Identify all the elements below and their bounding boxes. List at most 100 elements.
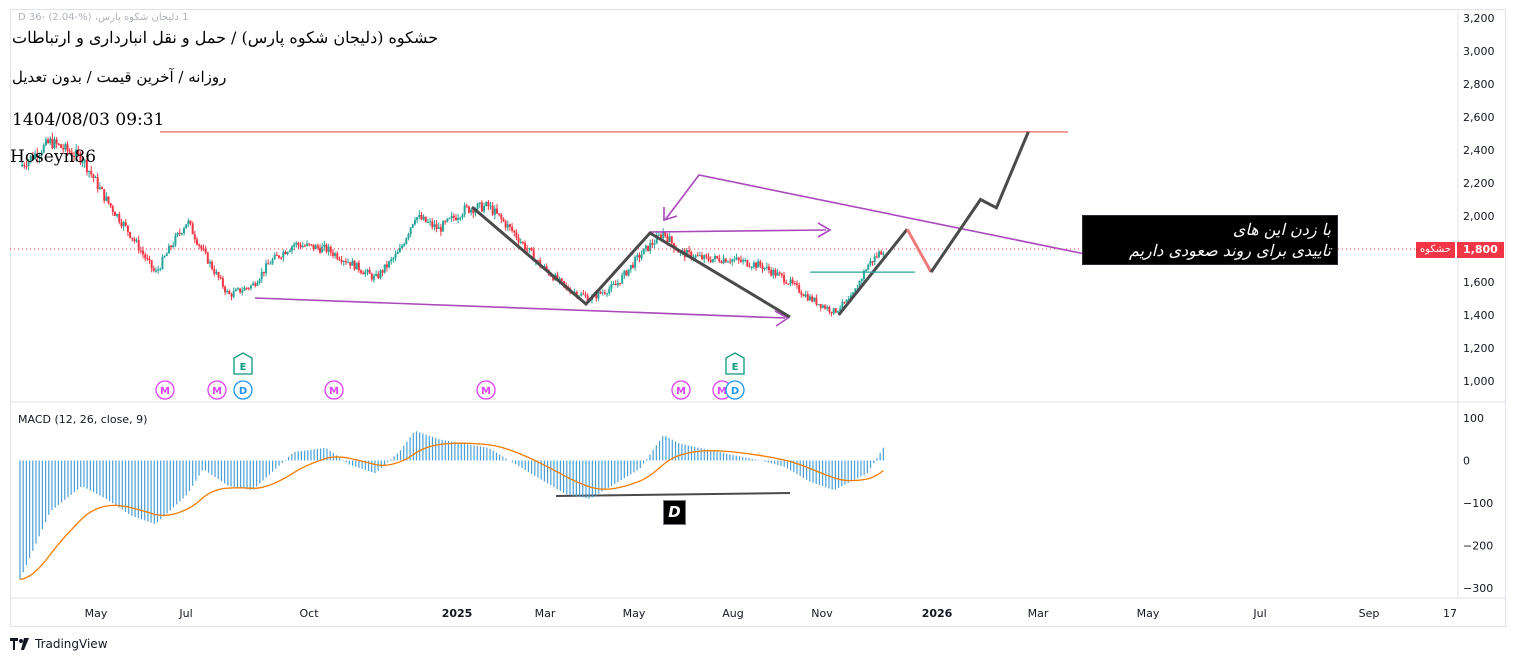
candle bbox=[709, 256, 712, 264]
candle-body bbox=[452, 215, 455, 218]
candle-body bbox=[582, 293, 585, 295]
candle bbox=[437, 222, 440, 229]
candle-body bbox=[189, 220, 192, 224]
support-trendline[interactable] bbox=[254, 297, 786, 319]
horizontal-arrow-head bbox=[817, 222, 832, 238]
candle-body bbox=[165, 253, 168, 256]
candle-body bbox=[780, 273, 783, 276]
candle-body bbox=[526, 249, 529, 251]
upper-arrow-head bbox=[663, 207, 678, 222]
candle bbox=[705, 253, 708, 259]
macd-tick-label: 100 bbox=[1463, 412, 1484, 425]
candle-body bbox=[882, 253, 885, 255]
tradingview-footer[interactable]: TradingView bbox=[10, 637, 108, 651]
candle-body bbox=[407, 234, 410, 239]
event-marker-m[interactable]: M bbox=[155, 380, 175, 400]
candle-body bbox=[163, 255, 166, 258]
pattern-label-d[interactable]: D bbox=[663, 500, 686, 525]
candle bbox=[439, 224, 442, 237]
candle-body bbox=[506, 224, 509, 228]
candle-body bbox=[396, 252, 399, 255]
candle bbox=[744, 258, 747, 263]
time-tick-label: Aug bbox=[722, 607, 743, 620]
time-tick-label: Jul bbox=[178, 607, 192, 620]
candle-body bbox=[537, 260, 540, 262]
event-marker-d[interactable]: D bbox=[725, 380, 745, 400]
event-letter: D bbox=[239, 386, 247, 397]
candle-body bbox=[865, 269, 868, 272]
candle bbox=[875, 252, 878, 259]
candle bbox=[172, 241, 175, 249]
candle bbox=[57, 143, 60, 146]
candle-body bbox=[312, 244, 315, 250]
candle bbox=[273, 252, 276, 260]
event-marker-d[interactable]: D bbox=[233, 380, 253, 400]
candle-body bbox=[126, 225, 129, 233]
candle bbox=[837, 310, 840, 314]
upper-trendline[interactable] bbox=[664, 174, 1086, 255]
candle-body bbox=[627, 269, 630, 276]
candle-body bbox=[800, 292, 803, 295]
candle bbox=[748, 262, 751, 268]
time-tick-label: Mar bbox=[1028, 607, 1049, 620]
candle-body bbox=[757, 261, 760, 268]
macd-divergence-line[interactable] bbox=[555, 492, 791, 497]
candle bbox=[746, 259, 749, 268]
candle-body bbox=[236, 288, 239, 290]
candle bbox=[295, 241, 298, 248]
candle-body bbox=[340, 260, 343, 262]
candle bbox=[765, 262, 768, 271]
candle-body bbox=[860, 279, 863, 282]
projection-pullback[interactable] bbox=[905, 228, 933, 273]
candle-body bbox=[599, 291, 602, 294]
time-tick-label: 17 bbox=[1443, 607, 1457, 620]
candle bbox=[515, 229, 518, 241]
candle-body bbox=[480, 202, 483, 212]
horizontal-arrow[interactable] bbox=[649, 229, 827, 233]
candle-body bbox=[668, 236, 671, 242]
candle bbox=[163, 255, 166, 259]
event-marker-m[interactable]: M bbox=[207, 380, 227, 400]
candle bbox=[347, 258, 350, 264]
candle bbox=[303, 243, 306, 247]
candle-body bbox=[467, 206, 470, 213]
candle bbox=[92, 173, 95, 183]
event-marker-m[interactable]: M bbox=[671, 380, 691, 400]
candle-body bbox=[401, 245, 404, 249]
candle bbox=[500, 213, 503, 224]
projection-rally[interactable] bbox=[929, 131, 1030, 273]
candle bbox=[245, 287, 248, 290]
candle bbox=[271, 257, 274, 265]
candle-body bbox=[411, 224, 414, 228]
candle bbox=[265, 259, 268, 277]
candle-body bbox=[750, 266, 753, 268]
event-marker-m[interactable]: M bbox=[476, 380, 496, 400]
candle bbox=[208, 259, 211, 268]
event-marker-e[interactable]: E bbox=[725, 352, 745, 375]
candle bbox=[467, 205, 470, 214]
candle-body bbox=[170, 245, 173, 248]
annotation-box[interactable]: با زدن این های تاییدی برای روند صعودی دا… bbox=[1082, 215, 1338, 265]
candle-body bbox=[88, 170, 91, 173]
candle-body bbox=[116, 214, 119, 216]
pattern-path[interactable] bbox=[471, 205, 791, 319]
candle-body bbox=[180, 233, 183, 235]
candle bbox=[262, 271, 265, 277]
candle bbox=[49, 136, 52, 146]
candle bbox=[647, 245, 650, 252]
candle bbox=[806, 291, 809, 302]
event-marker-m[interactable]: M bbox=[324, 380, 344, 400]
candle-body bbox=[55, 139, 58, 144]
candle bbox=[150, 259, 153, 273]
candle bbox=[871, 260, 874, 266]
candle bbox=[446, 218, 449, 223]
event-marker-e[interactable]: E bbox=[233, 352, 253, 375]
candle bbox=[90, 165, 93, 178]
candle-body bbox=[334, 253, 337, 256]
candle-body bbox=[344, 261, 347, 263]
candle-body bbox=[144, 254, 147, 259]
candle-body bbox=[254, 283, 257, 286]
candle-body bbox=[265, 263, 268, 274]
candle bbox=[247, 287, 250, 291]
